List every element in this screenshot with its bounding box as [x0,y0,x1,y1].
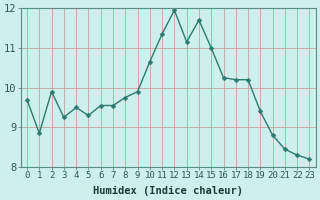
X-axis label: Humidex (Indice chaleur): Humidex (Indice chaleur) [93,186,243,196]
